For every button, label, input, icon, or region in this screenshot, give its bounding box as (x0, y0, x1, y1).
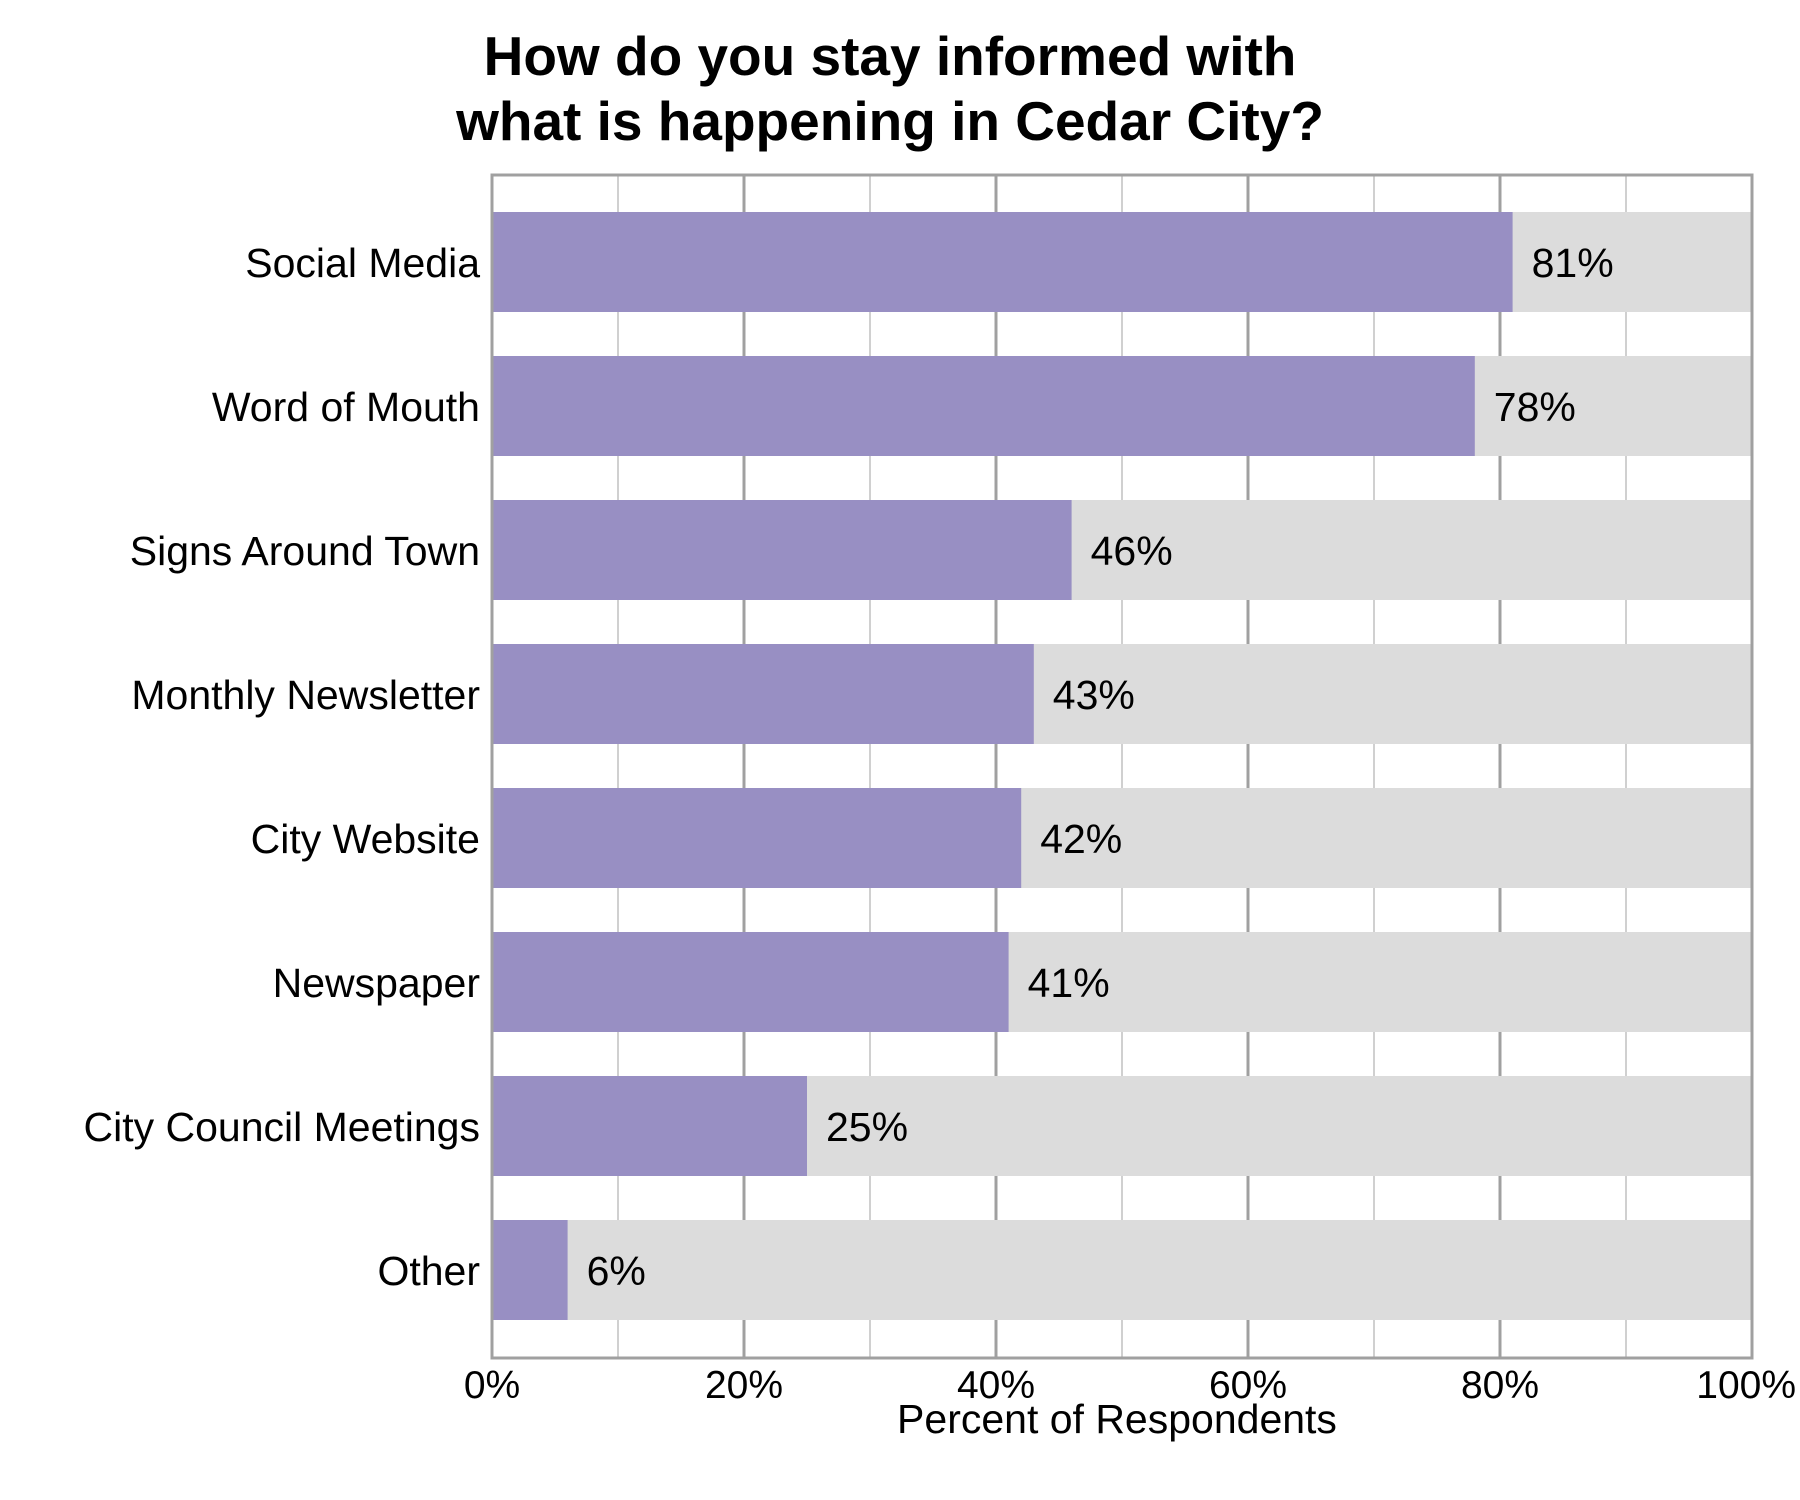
bar-value-label: 41% (1028, 960, 1110, 1006)
category-labels: Social Media Word of Mouth Signs Around To… (84, 240, 481, 1294)
bar-value-label: 25% (826, 1104, 908, 1150)
category-label: Social Media (245, 240, 480, 286)
bar (492, 356, 1475, 456)
x-tick-label: 60% (1209, 1364, 1287, 1407)
bar-value-label: 81% (1532, 240, 1614, 286)
category-label: Signs Around Town (130, 528, 480, 574)
category-label: Other (377, 1248, 480, 1294)
x-tick-label: 100% (1696, 1364, 1796, 1407)
category-label: City Council Meetings (84, 1104, 481, 1150)
x-tick-label: 80% (1461, 1364, 1539, 1407)
category-label: Newspaper (273, 960, 480, 1006)
bar (492, 644, 1034, 744)
x-tick-label: 0% (464, 1364, 520, 1407)
bar-value-label: 42% (1040, 816, 1122, 862)
bar-value-label: 43% (1053, 672, 1135, 718)
bar (492, 1220, 568, 1320)
chart-title-line-2: what is happening in Cedar City? (455, 90, 1324, 152)
category-label: Word of Mouth (212, 384, 480, 430)
category-label: City Website (251, 816, 480, 862)
bar-value-label: 46% (1091, 528, 1173, 574)
gridlines (617, 175, 1627, 1358)
x-tick-label: 40% (957, 1364, 1035, 1407)
bar (492, 932, 1009, 1032)
chart-title: How do you stay informed with what is ha… (455, 25, 1324, 152)
category-label: Monthly Newsletter (131, 672, 480, 718)
chart-title-line-1: How do you stay informed with (484, 25, 1297, 87)
x-tick-labels: 0% 20% 40% 60% 80% 100% (464, 1364, 1796, 1407)
x-tick-label: 20% (705, 1364, 783, 1407)
plot-frame (490, 173, 1754, 1360)
bars: 81% 78% 46% 43% 42% 41% 25% 6% (492, 212, 1752, 1320)
bar-track (492, 1220, 1752, 1320)
bar (492, 788, 1022, 888)
bar (492, 1076, 807, 1176)
bar (492, 500, 1072, 600)
bar-value-label: 78% (1494, 384, 1576, 430)
plot-border (490, 173, 1754, 1360)
bar-value-label: 6% (587, 1248, 646, 1294)
bar (492, 212, 1513, 312)
x-axis-title: Percent of Respondents (897, 1396, 1337, 1442)
